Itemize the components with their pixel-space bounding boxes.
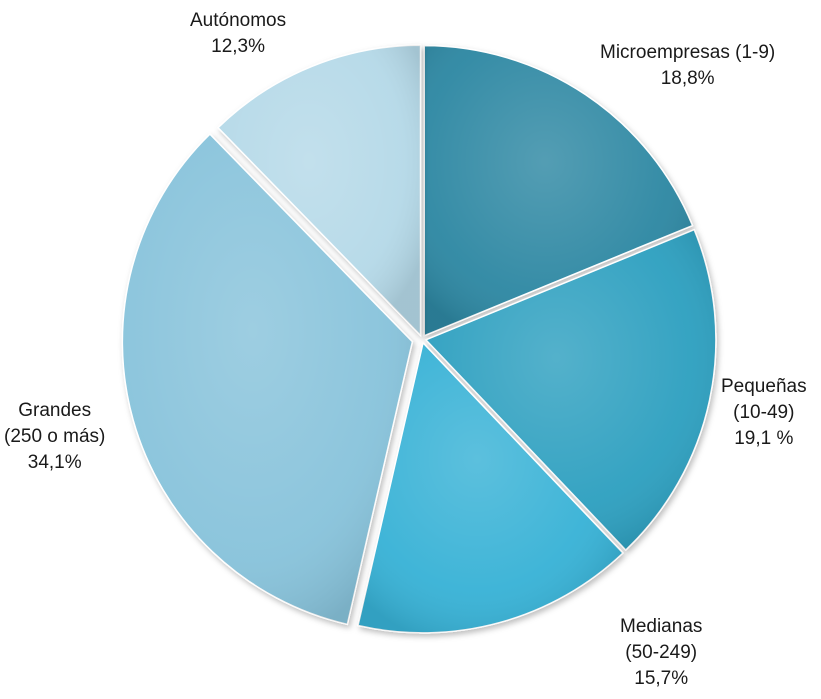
pie-slice-medianas-sheen [358,342,623,633]
pie-slice-autonomos-sheen [218,45,421,336]
slice-label-grandes: Grandes (250 o más) 34,1% [4,398,105,476]
pie-slice-microempresas-sheen [424,45,693,336]
pie-slice-grandes-sheen [122,134,413,625]
slice-label-grandes-line-1: Grandes [18,400,92,421]
slice-label-pequenas-line-1: Pequeñas [721,376,807,397]
slice-label-medianas: Medianas (50-249) 15,7% [620,614,702,692]
pie-slice-grandes [121,133,414,626]
slice-label-medianas-line-3: 15,7% [634,668,689,689]
pie-slice-pequenas-sheen [425,229,716,550]
pie-slice-pequenas [424,228,717,552]
pie-slice-medianas [357,341,624,634]
slice-label-autonomos: Autónomos 12,3% [190,8,286,60]
slice-label-medianas-line-2: (50-249) [625,642,698,663]
slice-label-autonomos-line-1: Autónomos [190,10,287,31]
slice-label-medianas-line-1: Medianas [620,616,703,637]
slice-label-pequenas-line-2: (10-49) [733,402,795,423]
slice-label-pequenas: Pequeñas (10-49) 19,1 % [721,374,807,452]
slice-label-microempresas-line-1: Microempresas (1-9) [600,42,776,63]
slice-label-autonomos-line-2: 12,3% [211,36,265,57]
slice-label-grandes-line-3: 34,1% [27,452,82,473]
pie-slice-microempresas [423,44,694,337]
slice-label-microempresas-line-2: 18,8% [660,68,715,89]
slice-label-microempresas: Microempresas (1-9) 18,8% [600,40,775,92]
slice-label-grandes-line-2: (250 o más) [4,426,106,447]
pie-slice-autonomos [216,44,422,338]
slice-label-pequenas-line-3: 19,1 % [734,428,794,449]
pie-slices [121,44,717,634]
